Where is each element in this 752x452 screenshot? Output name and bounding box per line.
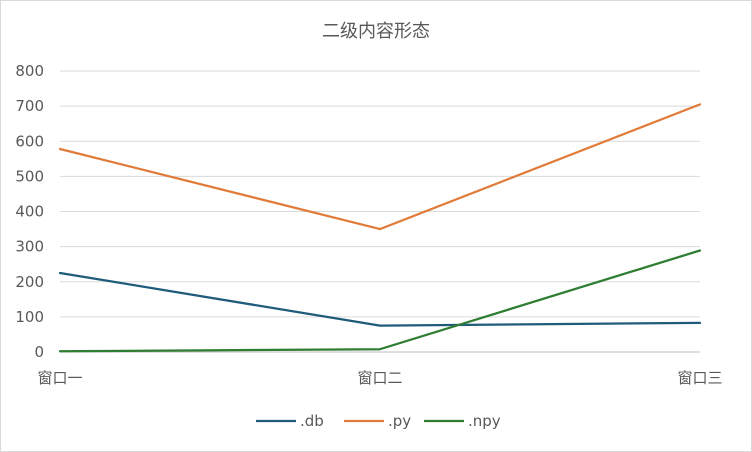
- x-tick-label: 窗口三: [677, 369, 722, 387]
- series-line-npy: [58, 249, 702, 353]
- y-tick-label: 800: [15, 62, 44, 80]
- x-tick-label: 窗口一: [37, 369, 82, 387]
- series-line-py: [58, 103, 702, 231]
- chart-title: 二级内容形态: [322, 21, 430, 42]
- y-axis-ticks: 0 100 200 300 400 500 600 700 800: [15, 62, 44, 361]
- y-tick-label: 100: [15, 308, 44, 326]
- legend-item-db[interactable]: .db: [256, 412, 324, 430]
- y-tick-label: 200: [15, 273, 44, 291]
- legend-label: .py: [388, 412, 411, 430]
- gridlines: [60, 70, 700, 353]
- y-tick-label: 300: [15, 238, 44, 256]
- legend-item-npy[interactable]: .npy: [424, 412, 501, 430]
- series-lines: [58, 103, 702, 353]
- y-tick-label: 0: [34, 343, 44, 361]
- legend: .db .py .npy: [256, 412, 501, 430]
- x-axis-ticks: 窗口一 窗口二 窗口三: [37, 369, 722, 387]
- legend-label: .db: [300, 412, 324, 430]
- legend-item-py[interactable]: .py: [344, 412, 411, 430]
- x-tick-label: 窗口二: [357, 369, 402, 387]
- y-tick-label: 700: [15, 97, 44, 115]
- y-tick-label: 500: [15, 167, 44, 185]
- y-tick-label: 400: [15, 203, 44, 221]
- legend-label: .npy: [468, 412, 501, 430]
- y-tick-label: 600: [15, 132, 44, 150]
